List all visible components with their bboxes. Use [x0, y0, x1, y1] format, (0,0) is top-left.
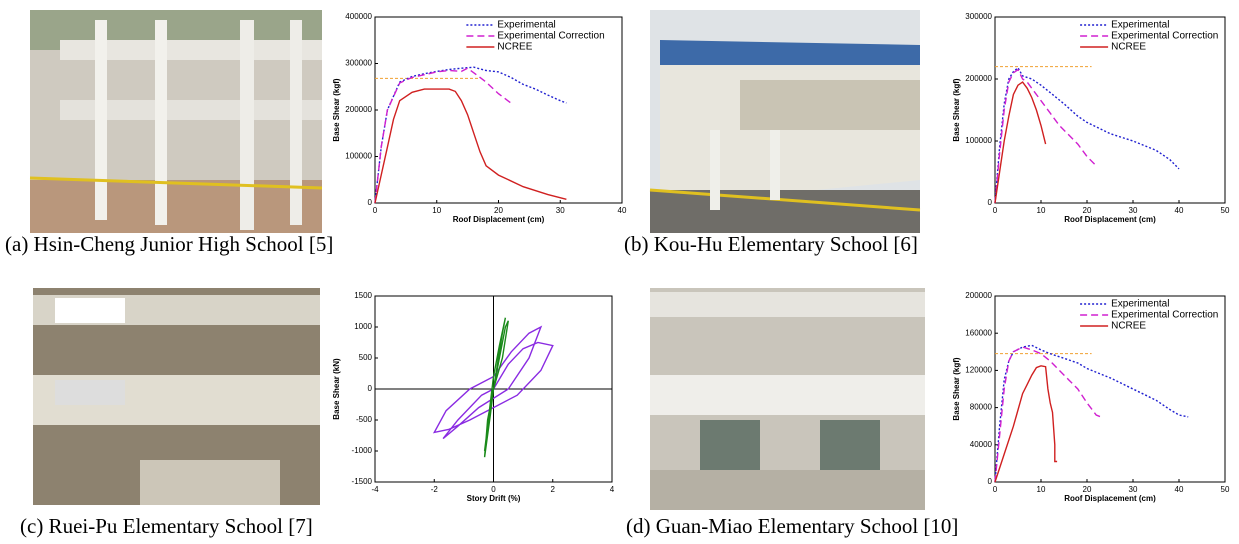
y-tick-label: 160000	[965, 328, 992, 337]
y-tick-label: -1500	[352, 477, 373, 486]
y-tick-label: 1500	[354, 291, 372, 300]
plot-frame	[995, 296, 1225, 482]
figure-canvas: 0100000200000300000400000010203040Roof D…	[0, 0, 1239, 544]
x-tick-label: 30	[1129, 206, 1138, 215]
legend-label: Experimental Correction	[1111, 310, 1218, 321]
legend-label: NCREE	[1111, 321, 1146, 332]
y-axis-label: Base Shear (kN)	[332, 358, 341, 420]
x-tick-label: 20	[1083, 206, 1092, 215]
x-tick-label: 2	[551, 485, 556, 494]
x-tick-label: -4	[371, 485, 379, 494]
figure: 0100000200000300000400000010203040Roof D…	[0, 0, 1239, 544]
data-line	[995, 345, 1188, 482]
y-tick-label: 100000	[345, 152, 372, 161]
data-line	[995, 366, 1057, 482]
x-tick-label: 40	[618, 206, 627, 215]
y-tick-label: 300000	[345, 59, 372, 68]
y-tick-label: 100000	[965, 136, 992, 145]
x-tick-label: 50	[1221, 206, 1230, 215]
legend-label: Experimental	[1111, 299, 1169, 310]
photo-b	[650, 10, 920, 233]
data-line	[375, 89, 566, 203]
y-tick-label: 200000	[345, 105, 372, 114]
y-tick-label: 120000	[965, 366, 992, 375]
x-tick-label: 0	[491, 485, 496, 494]
legend-label: NCREE	[1111, 42, 1146, 53]
x-tick-label: -2	[431, 485, 439, 494]
y-tick-label: 40000	[970, 440, 993, 449]
x-tick-label: 10	[1037, 485, 1046, 494]
x-axis-label: Story Drift (%)	[467, 494, 521, 503]
y-tick-label: 0	[368, 384, 373, 393]
y-tick-label: 400000	[345, 12, 372, 21]
data-line	[995, 82, 1046, 203]
x-axis-label: Roof Displacement (cm)	[1064, 215, 1156, 224]
y-axis-label: Base Shear (kgf)	[332, 78, 341, 141]
x-tick-label: 40	[1175, 206, 1184, 215]
x-tick-label: 40	[1175, 485, 1184, 494]
x-tick-label: 20	[494, 206, 503, 215]
y-tick-label: -1000	[352, 446, 373, 455]
legend-label: Experimental	[1111, 20, 1169, 31]
data-line	[375, 67, 566, 203]
x-tick-label: 10	[1037, 206, 1046, 215]
y-axis-label: Base Shear (kgf)	[952, 357, 961, 420]
caption: (d) Guan-Miao Elementary School [10]	[626, 514, 958, 538]
legend-label: Experimental	[497, 20, 555, 31]
x-tick-label: 10	[432, 206, 441, 215]
y-axis-label: Base Shear (kgf)	[952, 78, 961, 141]
photo-a	[30, 10, 322, 233]
legend-label: Experimental Correction	[497, 31, 604, 42]
data-line	[485, 318, 509, 458]
y-tick-label: 300000	[965, 12, 992, 21]
data-line	[995, 68, 1179, 203]
y-tick-label: 1000	[354, 322, 372, 331]
y-tick-label: 80000	[970, 403, 993, 412]
y-tick-label: 200000	[965, 74, 992, 83]
y-tick-label: 200000	[965, 291, 992, 300]
x-tick-label: 30	[1129, 485, 1138, 494]
photo-c	[33, 288, 320, 505]
photo-d	[650, 288, 925, 510]
legend-label: NCREE	[497, 42, 532, 53]
x-tick-label: 4	[610, 485, 615, 494]
caption: (b) Kou-Hu Elementary School [6]	[624, 232, 918, 256]
x-tick-label: 0	[373, 206, 378, 215]
x-tick-label: 20	[1083, 485, 1092, 494]
y-tick-label: 500	[359, 353, 373, 362]
x-tick-label: 0	[993, 206, 998, 215]
x-axis-label: Roof Displacement (cm)	[1064, 494, 1156, 503]
x-axis-label: Roof Displacement (cm)	[453, 215, 545, 224]
x-tick-label: 0	[993, 485, 998, 494]
x-tick-label: 30	[556, 206, 565, 215]
plot-frame	[995, 17, 1225, 203]
y-tick-label: -500	[356, 415, 373, 424]
x-tick-label: 50	[1221, 485, 1230, 494]
caption: (a) Hsin-Cheng Junior High School [5]	[5, 232, 333, 256]
legend-label: Experimental Correction	[1111, 31, 1218, 42]
caption: (c) Ruei-Pu Elementary School [7]	[20, 514, 313, 538]
